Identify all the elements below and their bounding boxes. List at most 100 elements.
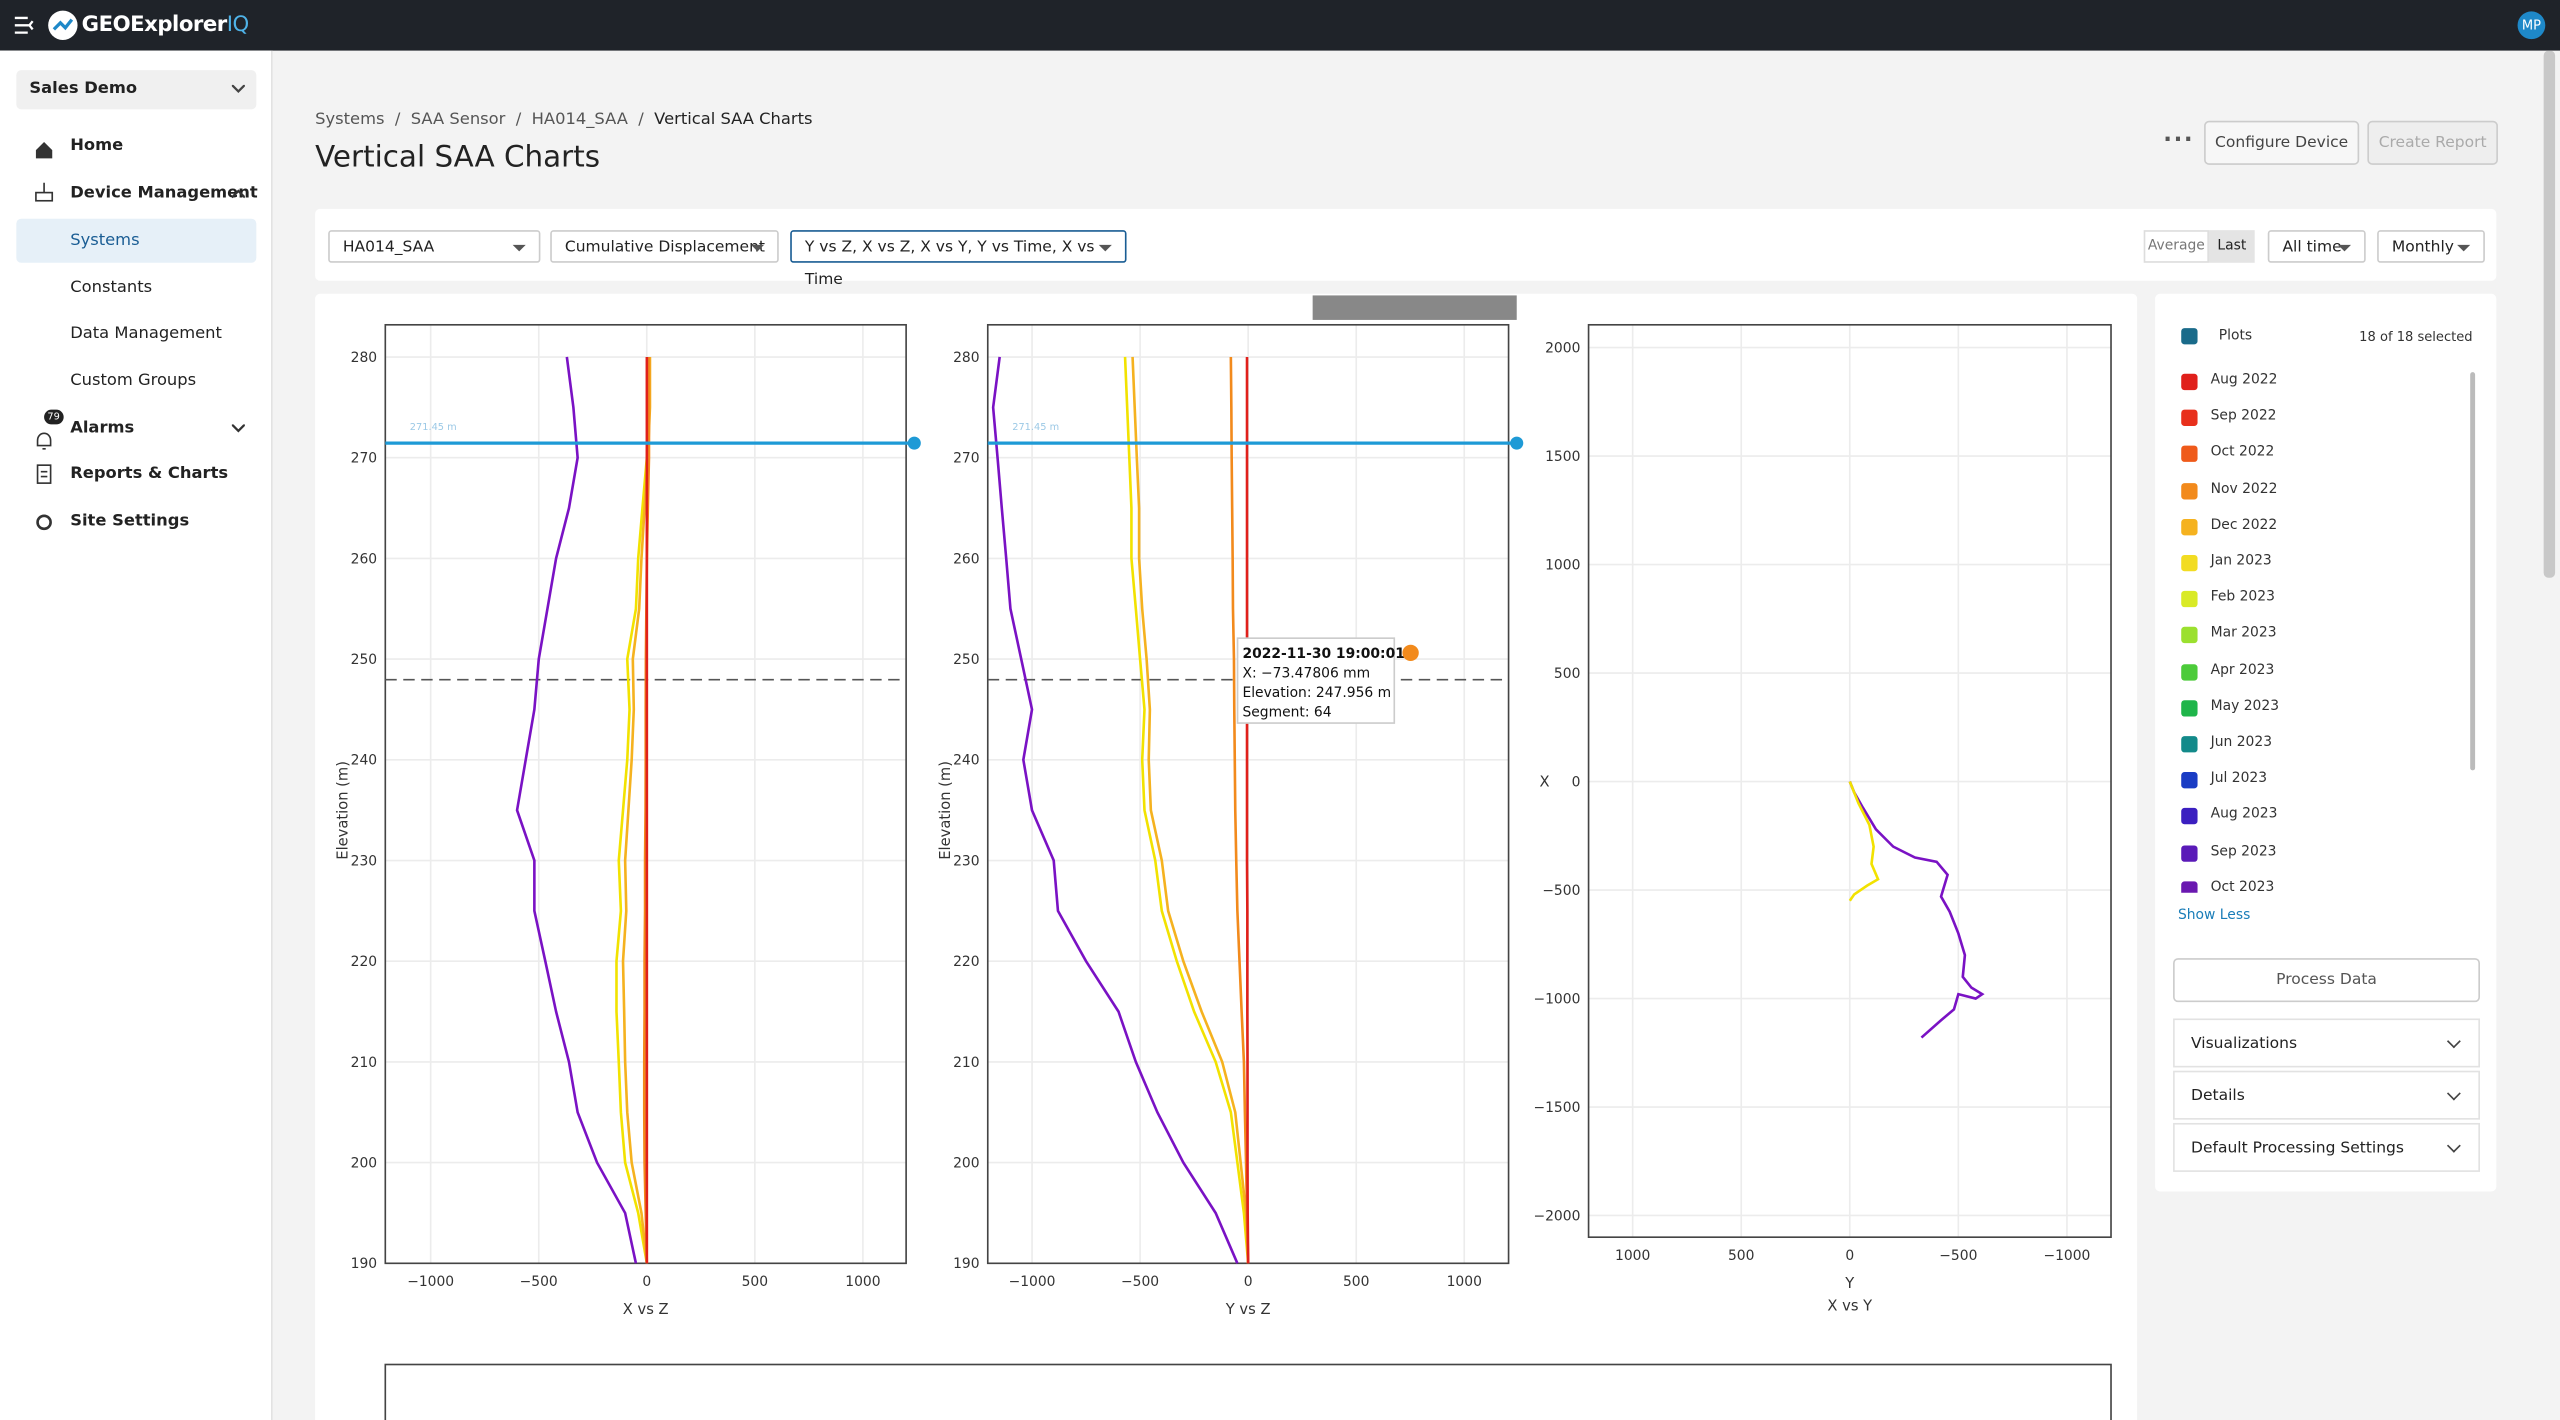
checkbox[interactable] [2181, 844, 2198, 862]
checkbox[interactable] [2181, 518, 2198, 536]
chart-toolbar[interactable] [1312, 295, 1517, 320]
button[interactable]: Configure Device [2204, 120, 2360, 165]
checkbox[interactable] [2181, 409, 2198, 427]
x-tick-label: 500 [1343, 1274, 1369, 1290]
y-tick-label: 200 [953, 1156, 979, 1172]
series-line [615, 356, 651, 1264]
crumb[interactable]: Systems [315, 110, 385, 129]
x-tick-label: −500 [1121, 1274, 1159, 1290]
y-tick-label: 210 [351, 1055, 377, 1071]
checkbox[interactable] [2181, 446, 2198, 463]
x-tick-label: 1000 [1447, 1274, 1482, 1290]
x-tick-label: −1000 [1009, 1274, 1056, 1290]
y-tick-label: 230 [953, 853, 979, 869]
y-tick-label: 280 [953, 350, 979, 366]
checkbox[interactable] [2181, 482, 2198, 499]
org-select[interactable]: Sales Demo [16, 70, 257, 110]
crumb[interactable]: HA014_SAA [531, 110, 628, 129]
checkbox[interactable] [2181, 808, 2198, 825]
nav-item[interactable]: Home [70, 137, 124, 156]
x-tick-label: −500 [1939, 1248, 1977, 1264]
series-line [1131, 356, 1250, 1264]
chevron [231, 189, 245, 199]
y-tick-label: −1000 [1534, 991, 1581, 1007]
series-line [621, 356, 652, 1264]
org-name: Sales Demo [29, 79, 138, 98]
y-tick-label: 250 [351, 652, 377, 668]
y-tick-label: 190 [953, 1256, 979, 1272]
nav-icons [35, 141, 54, 531]
button[interactable]: Process Data [2173, 958, 2480, 1003]
y-tick-label: 230 [351, 853, 377, 869]
crumb: Vertical SAA Charts [654, 110, 813, 129]
accordion[interactable]: Details [2173, 1070, 2480, 1120]
checkbox[interactable] [2181, 591, 2198, 608]
month-label: Oct 2022 [2210, 444, 2275, 461]
dropdown[interactable]: All time [2267, 230, 2366, 263]
nav-item[interactable]: Site Settings [70, 512, 190, 531]
line-handle[interactable] [907, 436, 921, 450]
y-tick-label: −1500 [1534, 1100, 1581, 1116]
nav-item[interactable]: Alarms [70, 419, 135, 438]
checkbox[interactable] [2181, 736, 2198, 753]
dropdown[interactable]: Cumulative Displacement [550, 230, 779, 263]
toggle[interactable]: Last [2208, 230, 2255, 263]
avatar[interactable]: MP [2517, 11, 2546, 40]
x-tick-label: 500 [1728, 1248, 1754, 1264]
show-less[interactable]: Show Less [2177, 907, 2251, 924]
crumb[interactable]: SAA Sensor [410, 110, 506, 129]
x-tick-label: −1000 [2043, 1248, 2090, 1264]
nav-item[interactable]: Systems [70, 231, 140, 250]
dropdown[interactable]: Monthly [2377, 230, 2485, 263]
brand-name: GEOExplorer [81, 13, 228, 38]
chart-caption: X vs Y [1827, 1298, 1872, 1315]
month-label: Nov 2022 [2210, 480, 2278, 498]
checkbox[interactable] [2181, 663, 2198, 680]
x-tick-label: 1000 [1615, 1248, 1650, 1264]
checkbox[interactable] [2181, 881, 2198, 893]
dropdown[interactable]: Y vs Z, X vs Z, X vs Y, Y vs Time, X vs … [790, 230, 1127, 289]
month-label: Aug 2022 [2210, 372, 2278, 389]
logo [48, 10, 78, 40]
chevron [231, 424, 245, 433]
y-tick-label: 240 [953, 753, 979, 769]
nav-item[interactable]: Reports & Charts [70, 465, 229, 484]
toggle[interactable]: Average [2143, 230, 2209, 263]
nav-item[interactable]: Custom Groups [70, 372, 197, 391]
y-tick-label: 270 [953, 451, 979, 467]
more-menu[interactable]: ··· [2163, 127, 2195, 154]
selected-count: 18 of 18 selected [2359, 329, 2473, 345]
checkbox[interactable] [2181, 373, 2198, 391]
series-line [1123, 356, 1250, 1264]
nav-item[interactable]: Data Management [70, 324, 222, 343]
checkbox[interactable] [2181, 772, 2198, 789]
month-label: Oct 2023 [2210, 879, 2275, 893]
dropdown[interactable]: HA014_SAA [328, 230, 541, 263]
bottom-chart-frame [384, 1363, 2112, 1420]
tooltip-line: Segment: 64 [1242, 705, 1331, 721]
y-axis-label: Elevation (m) [937, 761, 954, 860]
y-tick-label: 210 [953, 1055, 979, 1071]
checkbox[interactable] [2181, 699, 2198, 717]
nav-item[interactable]: Constants [70, 279, 153, 298]
y-tick-label: 250 [953, 652, 979, 668]
month-label: Jun 2023 [2210, 734, 2273, 751]
checkbox[interactable] [2181, 627, 2198, 644]
month-label: Apr 2023 [2210, 662, 2275, 679]
y-tick-label: 500 [1554, 666, 1580, 682]
month-label: Aug 2023 [2210, 806, 2278, 824]
checkbox[interactable] [2181, 554, 2198, 572]
y-tick-label: 190 [351, 1256, 377, 1272]
accordion[interactable]: Visualizations [2173, 1018, 2480, 1068]
nav-item[interactable]: Device Management [70, 184, 258, 203]
y-tick-label: 260 [351, 551, 377, 567]
button: Create Report [2367, 120, 2498, 165]
line-handle[interactable] [1510, 436, 1524, 450]
accordion[interactable]: Default Processing Settings [2173, 1122, 2480, 1172]
checkbox[interactable] [2181, 328, 2198, 345]
menu-icon[interactable] [14, 16, 35, 34]
x-axis-label: Y [1844, 1275, 1854, 1292]
